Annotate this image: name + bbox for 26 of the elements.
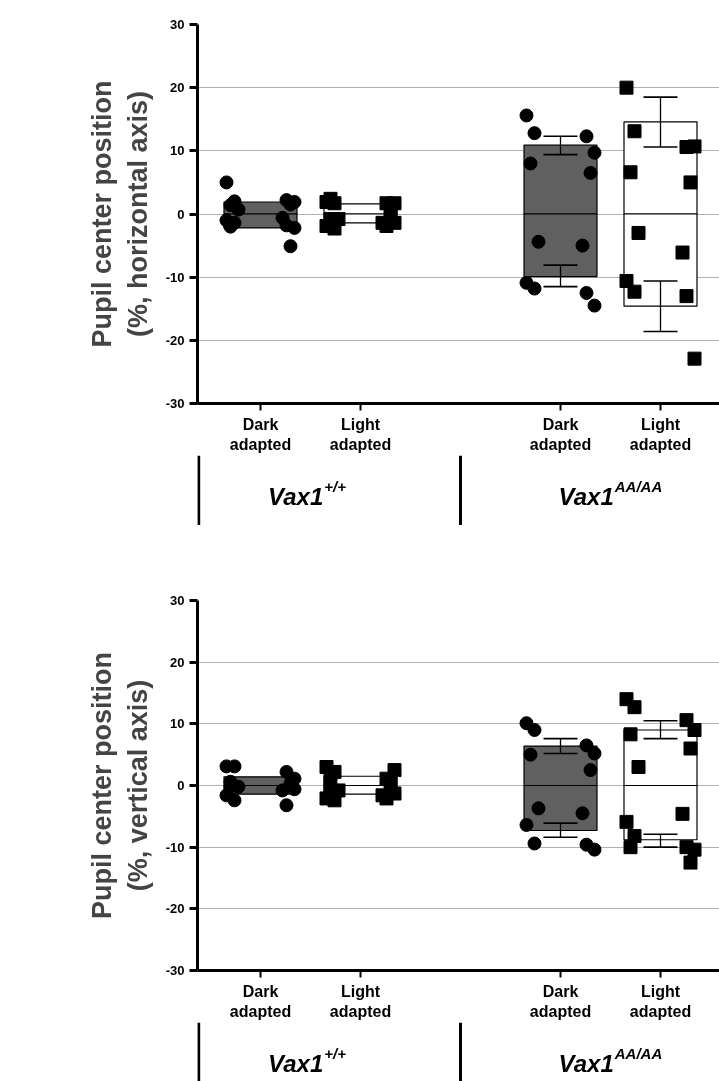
x-tick-label: Light adapted <box>629 415 692 453</box>
y-tick-label: 0 <box>177 206 185 222</box>
y-tick-label: 20 <box>170 654 185 670</box>
y-tick-label: -20 <box>165 901 185 917</box>
x-tick-label: Light adapted <box>329 982 392 1020</box>
y-axis-title: Pupil center position (%, vertical axis) <box>86 651 153 920</box>
x-tick-label: Dark adapted <box>529 982 592 1020</box>
x-tick-label: Light adapted <box>629 982 692 1020</box>
y-tick-label: 20 <box>170 80 185 96</box>
x-tick-label: Dark adapted <box>229 415 292 453</box>
y-tick-label: 30 <box>170 17 185 32</box>
x-tick-label: Dark adapted <box>529 415 592 453</box>
y-axis-title: Pupil center position (%, horizontal axis) <box>86 80 153 348</box>
y-tick-label: -30 <box>165 396 185 411</box>
y-tick-label: -10 <box>165 839 185 855</box>
text: Vax1+/+ <box>268 477 347 510</box>
y-tick-label: 10 <box>170 143 185 159</box>
y-tick-label: 0 <box>177 778 185 793</box>
x-tick-label: Light adapted <box>329 415 392 453</box>
y-tick-label: 30 <box>170 593 185 608</box>
y-tick-label: 10 <box>170 716 185 732</box>
y-tick-label: -10 <box>165 269 185 285</box>
y-tick-label: -30 <box>165 963 185 978</box>
y-tick-label: -20 <box>165 332 185 348</box>
x-tick-label: Dark adapted <box>229 982 292 1020</box>
text: Vax1+/+ <box>268 1044 347 1077</box>
